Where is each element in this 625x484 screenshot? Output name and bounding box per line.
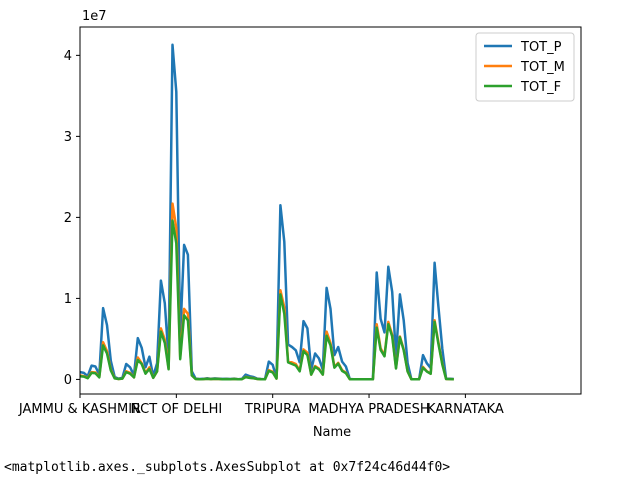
series-layer <box>79 43 454 381</box>
legend-label-tot-f: TOT_F <box>520 80 561 95</box>
x-tick-label: JAMMU & KASHMIR <box>18 402 141 417</box>
legend-label-tot-p: TOT_P <box>520 40 562 55</box>
series-line-tot-f <box>79 219 454 381</box>
x-tick-label: MADHYA PRADESH <box>308 402 429 417</box>
x-tick-label: TRIPURA <box>244 402 301 417</box>
legend-label-tot-m: TOT_M <box>520 60 565 75</box>
y-axis-ticks: 0 1 2 3 4 <box>64 49 80 388</box>
axes-frame <box>79 26 582 395</box>
y-tick-label: 2 <box>64 211 72 226</box>
y-tick-label: 3 <box>64 130 72 145</box>
legend-frame <box>475 32 575 102</box>
x-tick-label: NCT OF DELHI <box>130 402 222 417</box>
y-exponent-label: 1e7 <box>82 9 107 24</box>
y-tick-label: 4 <box>64 49 72 64</box>
y-tick-label: 0 <box>64 373 72 388</box>
output-repr-text: <matplotlib.axes._subplots.AxesSubplot a… <box>4 460 451 475</box>
plot-area <box>79 26 582 395</box>
y-tick-label: 1 <box>64 292 72 307</box>
x-axis-label: Name <box>313 425 351 440</box>
series-line-tot-p <box>79 43 454 381</box>
legend: TOT_P TOT_M TOT_F <box>475 32 575 102</box>
x-tick-label: KARNATAKA <box>427 402 504 417</box>
